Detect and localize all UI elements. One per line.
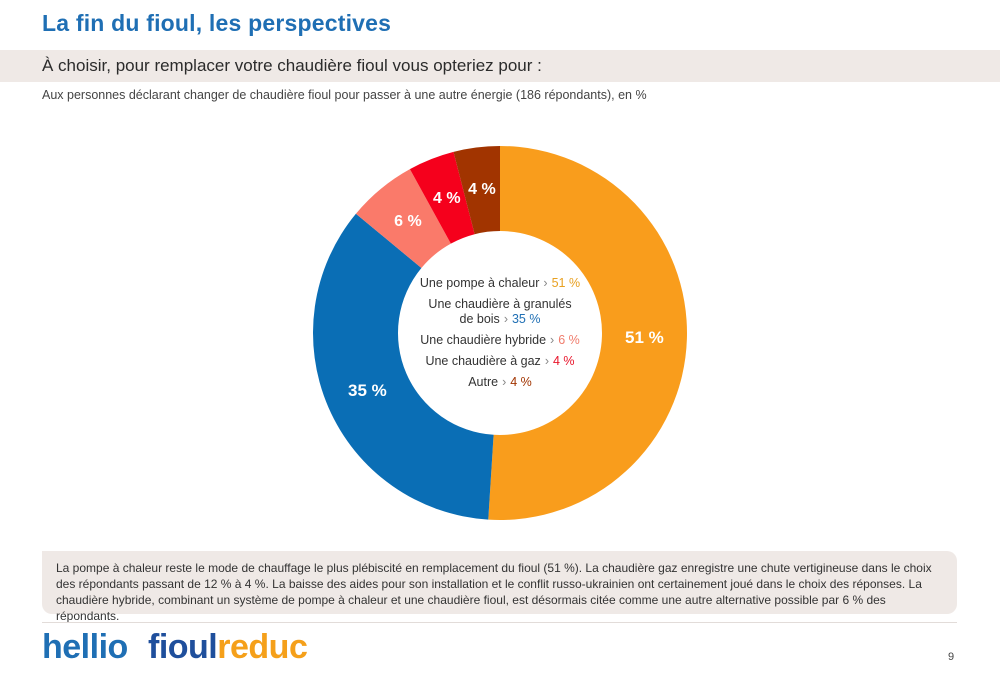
legend-label: Une pompe à chaleur	[419, 276, 540, 290]
donut-slice-gas-boiler	[409, 151, 475, 244]
legend-separator: ›	[550, 333, 555, 347]
donut-slice-heat-pump	[488, 146, 687, 520]
donut-slice-hybrid-boiler	[355, 169, 451, 268]
legend-value: 6 %	[558, 333, 580, 347]
chart-subtitle: Aux personnes déclarant changer de chaud…	[42, 88, 647, 102]
slice-value-label-hybrid-boiler: 6 %	[394, 213, 422, 230]
legend-item-gas-boiler: Une chaudière à gaz › 4 %	[400, 354, 600, 369]
question-band	[0, 50, 1000, 82]
legend-label: Autre	[468, 375, 499, 389]
legend-label: Une chaudière hybride	[420, 333, 547, 347]
legend-label-line1: Une chaudière à granulés	[428, 297, 572, 311]
hellio-logo: hellio	[42, 628, 128, 666]
slice-value-label-other: 4 %	[468, 181, 496, 198]
page-title: La fin du fioul, les perspectives	[42, 10, 392, 36]
question-text: À choisir, pour remplacer votre chaudièr…	[42, 56, 542, 75]
legend-value: 4 %	[552, 354, 575, 368]
legend-value: 4 %	[510, 375, 532, 389]
legend-value: 35 %	[511, 312, 541, 326]
legend-item-pellet-boiler: Une chaudière à granulés de bois › 35 %	[400, 297, 600, 327]
slice-value-label-pellet-boiler: 35 %	[348, 381, 387, 400]
logo-fioul-part: fioul	[148, 628, 218, 666]
donut-slice-pellet-boiler	[312, 213, 494, 520]
fioulreduc-logo: fioulreduc	[148, 628, 308, 667]
slice-value-label-heat-pump: 51 %	[625, 328, 664, 347]
legend-separator: ›	[544, 354, 549, 368]
donut-slice-other	[453, 146, 500, 235]
page-number: 9	[948, 651, 955, 663]
legend-label: Une chaudière à gaz	[425, 354, 541, 368]
legend-item-heat-pump: Une pompe à chaleur › 51 %	[400, 276, 600, 291]
legend-separator: ›	[543, 276, 548, 290]
logo-reduc-part: reduc	[217, 628, 308, 666]
legend-item-other: Autre › 4 %	[400, 375, 600, 390]
commentary-box: La pompe à chaleur reste le mode de chau…	[42, 551, 957, 623]
legend-item-hybrid-boiler: Une chaudière hybride › 6 %	[400, 333, 600, 348]
legend-value: 51 %	[551, 276, 581, 290]
slice-value-label-gas-boiler: 4 %	[433, 190, 461, 207]
legend-separator: ›	[503, 312, 508, 326]
footer-divider	[42, 622, 957, 623]
legend-separator: ›	[502, 375, 507, 389]
chart-legend: Une pompe à chaleur › 51 % Une chaudière à…	[400, 276, 600, 396]
legend-label-line2: de bois	[459, 312, 500, 326]
